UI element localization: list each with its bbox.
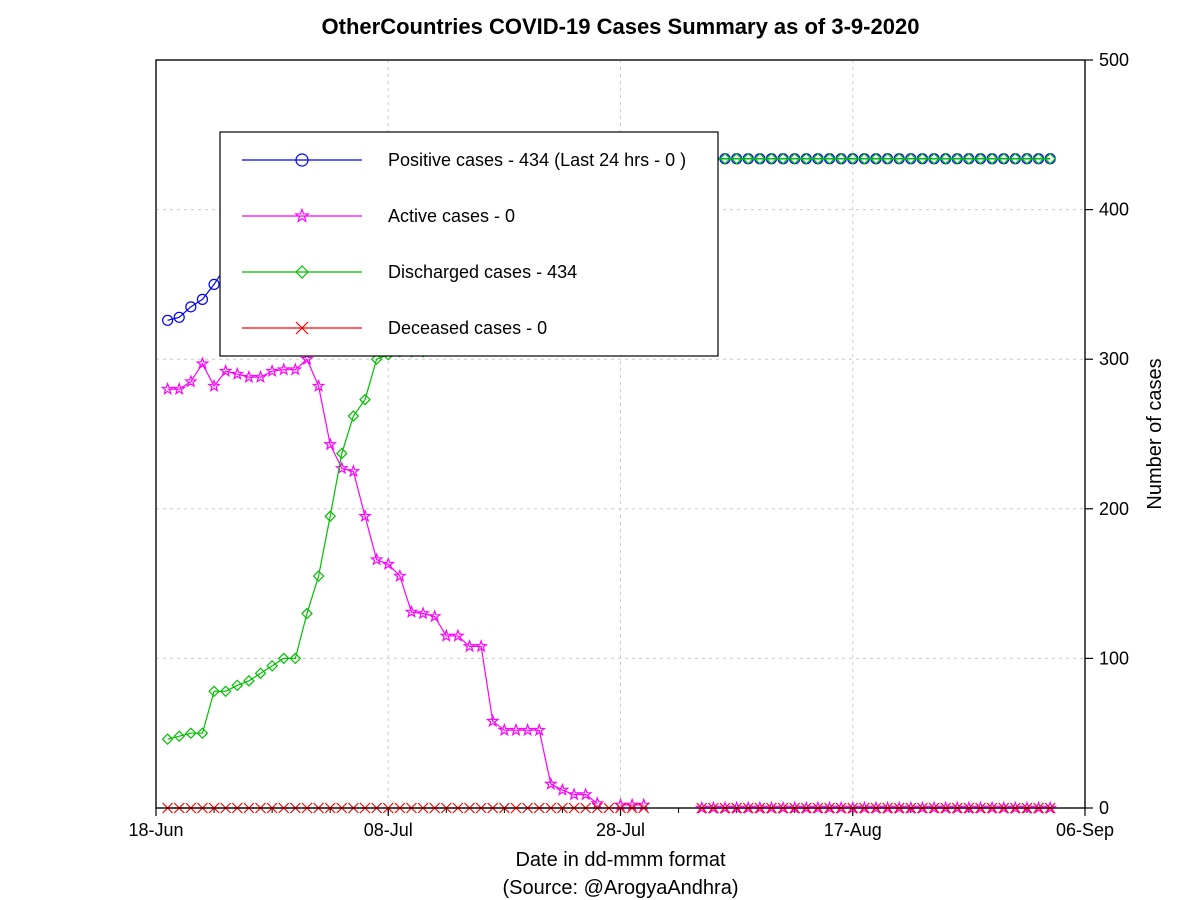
y-tick-label: 200 <box>1099 499 1129 519</box>
legend-label-deceased: Deceased cases - 0 <box>388 318 547 338</box>
legend: Positive cases - 434 (Last 24 hrs - 0 ) A… <box>220 132 718 356</box>
chart-title: OtherCountries COVID-19 Cases Summary as… <box>322 14 920 39</box>
y-tick-label: 100 <box>1099 648 1129 668</box>
covid-line-chart: OtherCountries COVID-19 Cases Summary as… <box>0 0 1200 900</box>
x-axis-label: Date in dd-mmm format <box>515 849 725 871</box>
chart-container: OtherCountries COVID-19 Cases Summary as… <box>0 0 1200 900</box>
source-label: (Source: @ArogyaAndhra) <box>503 877 739 899</box>
y-tick-label: 400 <box>1099 200 1129 220</box>
legend-label-active: Active cases - 0 <box>388 206 515 226</box>
y-tick-label: 500 <box>1099 50 1129 70</box>
y-tick-label: 0 <box>1099 798 1109 818</box>
y-tick-label: 300 <box>1099 349 1129 369</box>
legend-label-positive: Positive cases - 434 (Last 24 hrs - 0 ) <box>388 150 686 170</box>
x-tick-label: 18-Jun <box>128 820 183 840</box>
y-axis-label: Number of cases <box>1144 358 1166 509</box>
x-tick-label: 17-Aug <box>824 820 882 840</box>
x-tick-label: 06-Sep <box>1056 820 1114 840</box>
x-tick-label: 08-Jul <box>364 820 413 840</box>
legend-label-discharged: Discharged cases - 434 <box>388 262 577 282</box>
x-tick-label: 28-Jul <box>596 820 645 840</box>
